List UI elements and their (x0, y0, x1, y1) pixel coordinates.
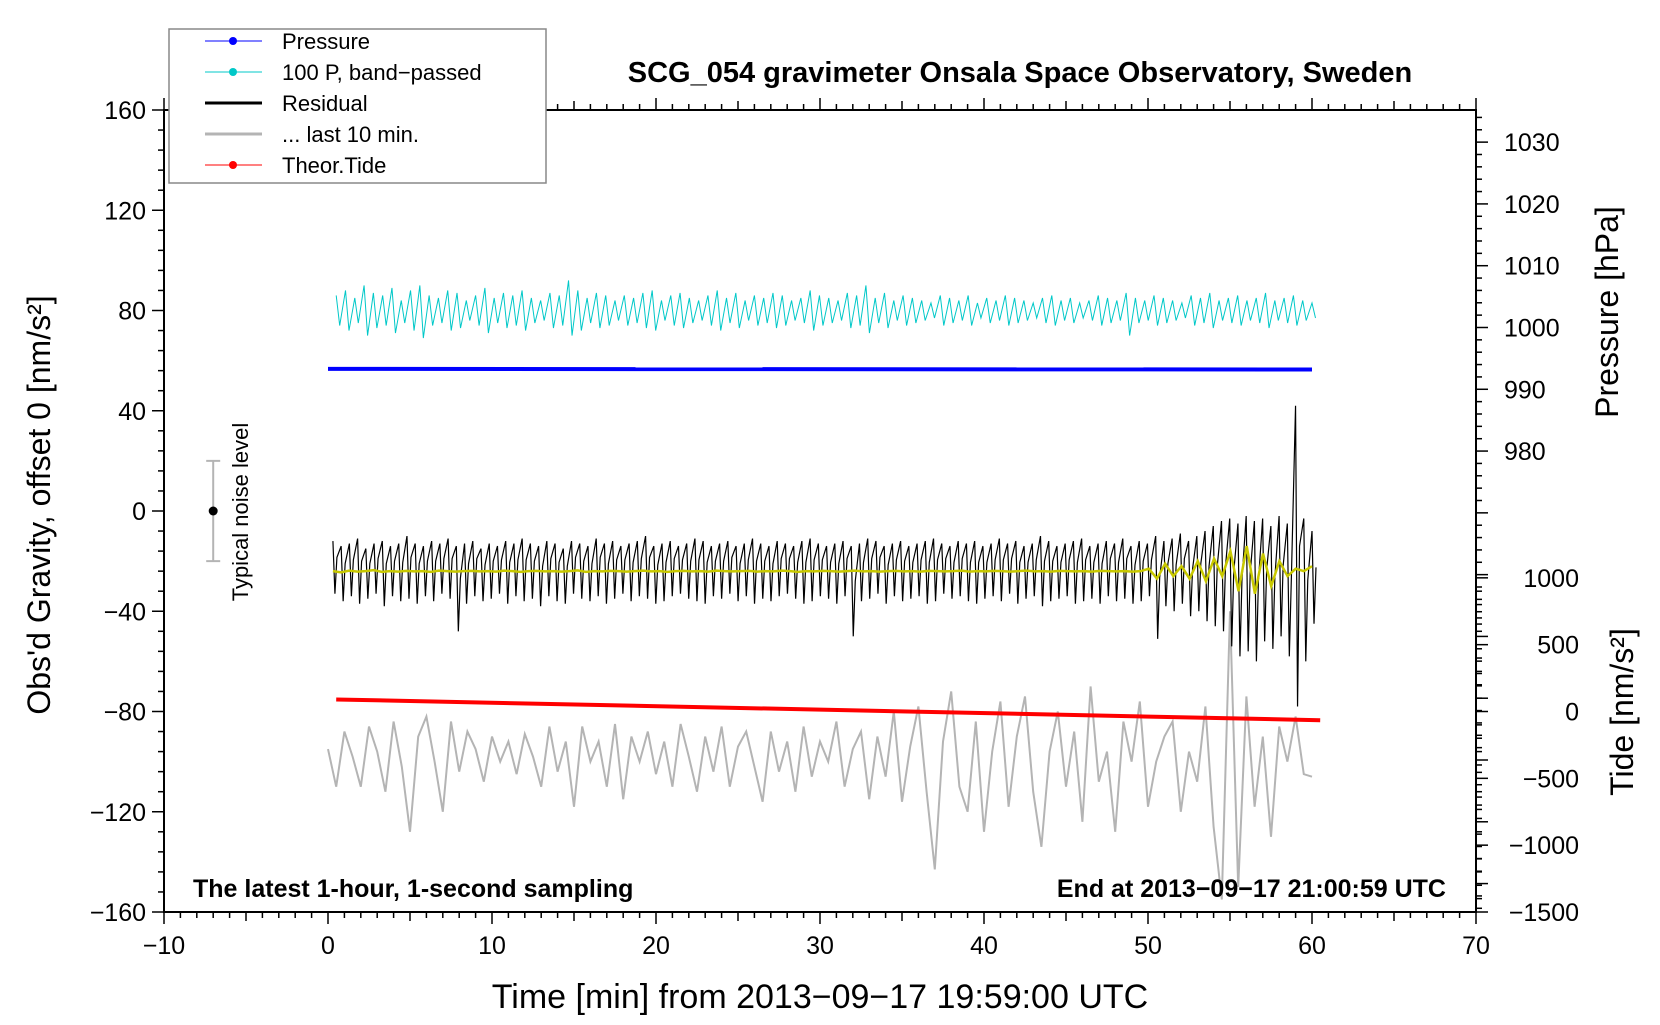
pressure-tick-label: 990 (1504, 376, 1546, 404)
x-tick-label: 70 (1462, 932, 1490, 960)
tide-tick-label: −1500 (1509, 899, 1579, 927)
pressure-tick-label: 1020 (1504, 191, 1560, 219)
y-tick-label: 80 (118, 298, 146, 326)
y-axis-label-pressure: Pressure [hPa] (1589, 206, 1625, 418)
legend-marker-4 (229, 161, 237, 169)
pressure-tick-label: 1030 (1504, 129, 1560, 157)
y-tick-label: 40 (118, 398, 146, 426)
tide-tick-label: 500 (1537, 632, 1579, 660)
tide-tick-label: 1000 (1523, 565, 1579, 593)
residual-smoothed-line (332, 545, 1313, 594)
legend-marker-1 (229, 68, 237, 76)
y-axis-label-left: Obs'd Gravity, offset 0 [nm/s²] (21, 295, 57, 714)
x-tick-label: 50 (1134, 932, 1162, 960)
plot-frame (163, 109, 1477, 913)
x-tick-label: 20 (642, 932, 670, 960)
legend: Pressure 100 P, band−passed Residual ... la… (168, 28, 547, 184)
theoretical-tide-line (336, 697, 1321, 723)
y-tick-label: −160 (90, 899, 146, 927)
noise-center-dot (208, 506, 218, 516)
tide-tick-label: −500 (1523, 765, 1579, 793)
x-axis-label: Time [min] from 2013−09−17 19:59:00 UTC (492, 978, 1148, 1016)
annotation-left: The latest 1-hour, 1-second sampling (193, 875, 633, 903)
legend-marker-0 (229, 37, 237, 45)
axis-ticks: −10 0 10 20 30 40 50 60 70−160−120−80−4004080120… (90, 97, 1579, 960)
x-tick-label: 30 (806, 932, 834, 960)
tide-tick-label: 0 (1565, 699, 1579, 727)
pressure-tick-label: 980 (1504, 438, 1546, 466)
y-tick-label: −80 (104, 699, 146, 727)
legend-label: 100 P, band−passed (282, 60, 482, 85)
y-axis-label-tide: Tide [nm/s²] (1604, 628, 1640, 796)
residual-line (332, 405, 1317, 707)
legend-label: ... last 10 min. (282, 122, 419, 147)
legend-label: Pressure (282, 29, 370, 54)
y-tick-label: 160 (104, 97, 146, 125)
annotation-right: End at 2013−09−17 21:00:59 UTC (1057, 875, 1446, 903)
pressure-tick-label: 1010 (1504, 253, 1560, 281)
pressure-tick-label: 1000 (1504, 314, 1560, 342)
tide-tick-label: −1000 (1509, 832, 1579, 860)
y-tick-label: −40 (104, 598, 146, 626)
legend-label: Theor.Tide (282, 153, 386, 178)
noise-label: Typical noise level (228, 423, 253, 602)
bandpassed-pressure-line (335, 280, 1316, 339)
traces (327, 280, 1321, 900)
x-tick-label: 60 (1298, 932, 1326, 960)
last-10-min-line (327, 611, 1313, 900)
x-tick-label: −10 (143, 932, 185, 960)
y-tick-label: −120 (90, 799, 146, 827)
x-tick-label: 40 (970, 932, 998, 960)
x-tick-label: 10 (478, 932, 506, 960)
pressure-line (327, 366, 1313, 372)
noise-indicator: Typical noise level (206, 423, 253, 602)
y-tick-label: 120 (104, 197, 146, 225)
chart-title: SCG_054 gravimeter Onsala Space Observat… (628, 57, 1412, 89)
y-tick-label: 0 (132, 498, 146, 526)
legend-label: Residual (282, 91, 368, 116)
x-tick-label: 0 (321, 932, 335, 960)
